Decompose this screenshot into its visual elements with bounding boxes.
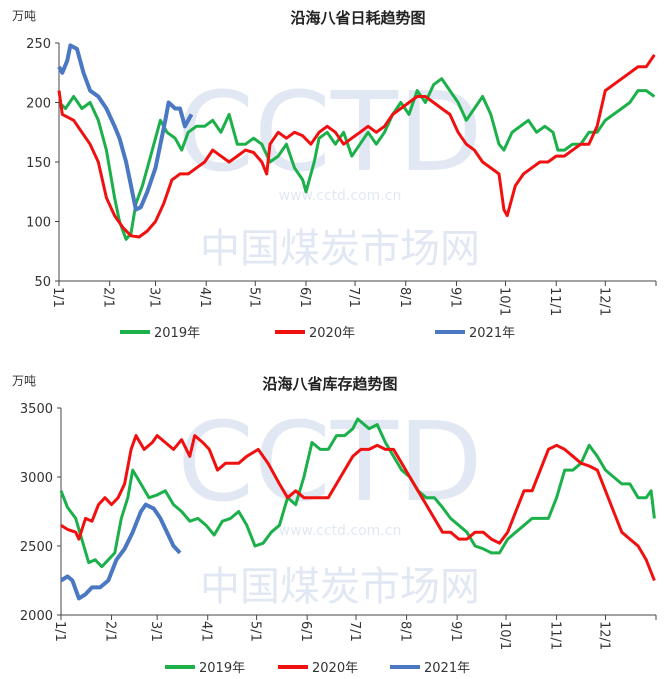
- x-tick-label: 12/1: [596, 287, 611, 316]
- x-tick-label: 4/1: [197, 287, 212, 308]
- inventory-chart: CCTD www.cctd.com.cn 中国煤炭市场网 沿海八省库存趋势图 万…: [12, 374, 657, 676]
- y-axis-unit: 万吨: [12, 9, 36, 23]
- x-tick-label: 1/1: [50, 287, 65, 308]
- legend-label: 2021年: [424, 661, 470, 676]
- legend-label: 2021年: [469, 326, 515, 341]
- legend-label: 2020年: [309, 326, 355, 341]
- y-tick-label: 2500: [20, 540, 53, 555]
- y-tick-label: 3000: [20, 471, 53, 486]
- x-tick-label: 2/1: [101, 287, 116, 308]
- watermark-url: www.cctd.com.cn: [279, 188, 402, 204]
- x-tick-label: 5/1: [248, 621, 263, 642]
- chart-title: 沿海八省日耗趋势图: [290, 9, 425, 27]
- x-tick-label: 12/1: [596, 621, 611, 650]
- series-line-2021年: [59, 502, 182, 601]
- legend-label: 2020年: [312, 661, 358, 676]
- watermark-name: 中国煤炭市场网: [200, 564, 480, 610]
- legend-label: 2019年: [199, 661, 245, 676]
- x-tick-label: 8/1: [397, 287, 412, 308]
- series-line-2019年: [59, 417, 656, 569]
- x-tick-label: 2/1: [103, 621, 118, 642]
- x-tick-label: 6/1: [297, 287, 312, 308]
- y-tick-label: 50: [34, 275, 51, 290]
- x-tick-label: 1/1: [52, 621, 67, 642]
- x-tick-label: 9/1: [448, 621, 463, 642]
- x-tick-label: 9/1: [447, 287, 462, 308]
- x-tick-label: 3/1: [148, 621, 163, 642]
- x-tick-label: 10/1: [497, 621, 512, 650]
- y-tick-label: 200: [26, 97, 51, 112]
- y-tick-label: 150: [26, 156, 51, 171]
- watermark-name: 中国煤炭市场网: [200, 226, 480, 272]
- y-axis-unit: 万吨: [12, 374, 36, 388]
- series-line-2020年: [60, 434, 656, 582]
- y-tick-label: 250: [26, 37, 51, 52]
- y-tick-label: 3500: [20, 402, 53, 417]
- x-tick-label: 3/1: [147, 287, 162, 308]
- watermark-logo: CCTD: [177, 68, 483, 196]
- watermark-logo: CCTD: [177, 398, 483, 526]
- x-tick-label: 6/1: [298, 621, 313, 642]
- daily-consumption-chart: CCTD www.cctd.com.cn 中国煤炭市场网 沿海八省日耗趋势图 万…: [12, 9, 657, 341]
- watermark-url: www.cctd.com.cn: [279, 523, 402, 539]
- x-tick-label: 11/1: [547, 287, 562, 316]
- y-tick-label: 100: [26, 216, 51, 231]
- x-tick-label: 7/1: [346, 287, 361, 308]
- x-tick-label: 5/1: [246, 287, 261, 308]
- y-tick-label: 2000: [20, 609, 53, 624]
- chart-title: 沿海八省库存趋势图: [262, 375, 397, 393]
- legend-label: 2019年: [154, 326, 200, 341]
- series-line-2020年: [57, 54, 656, 239]
- x-tick-label: 7/1: [347, 621, 362, 642]
- x-tick-label: 4/1: [199, 621, 214, 642]
- x-tick-label: 10/1: [497, 287, 512, 316]
- x-tick-label: 8/1: [398, 621, 413, 642]
- x-tick-label: 11/1: [548, 621, 563, 650]
- series-line-2019年: [57, 77, 656, 241]
- series-line-2021年: [57, 43, 194, 212]
